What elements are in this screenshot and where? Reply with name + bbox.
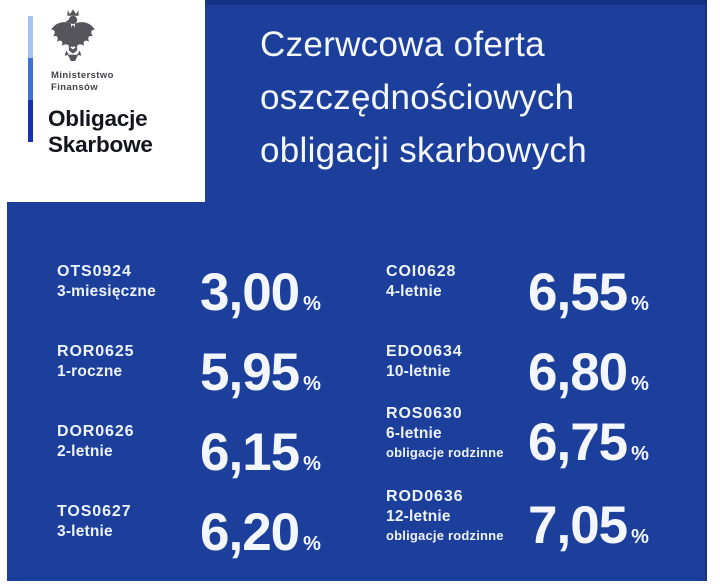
bond-rate-value: 6,80% — [528, 346, 649, 399]
percent-sign: % — [303, 453, 321, 475]
bond-code: TOS0627 — [57, 503, 132, 520]
bond-rate: 6,20 — [200, 503, 300, 562]
bond-rate: 7,05 — [528, 496, 628, 555]
bond-code: COI0628 — [386, 263, 457, 280]
percent-sign: % — [631, 293, 649, 315]
bond-code: ROD0636 — [386, 488, 464, 505]
bond-rate: 6,75 — [528, 413, 628, 472]
percent-sign: % — [631, 373, 649, 395]
bond-rate: 6,80 — [528, 343, 628, 402]
percent-sign: % — [303, 533, 321, 555]
bond-code: ROR0625 — [57, 343, 135, 360]
bond-rate-value: 6,75% — [528, 416, 649, 469]
bond-row-coi0628: COI0628 4-letnie 6,55% — [386, 262, 649, 319]
bond-row-rod0636: ROD0636 12-letnie obligacje rodzinne 7,0… — [386, 487, 649, 552]
percent-sign: % — [303, 293, 321, 315]
ministry-name: Ministerstwo Finansów — [51, 70, 114, 93]
bond-rate: 5,95 — [200, 343, 300, 402]
bond-rate-value: 6,15% — [200, 426, 321, 479]
polish-eagle-icon — [51, 9, 95, 61]
bond-term: 1-roczne — [57, 363, 123, 380]
bond-rate-value: 6,55% — [528, 266, 649, 319]
bond-rate: 3,00 — [200, 263, 300, 322]
brand-name-line2: Skarbowe — [48, 132, 153, 157]
bond-term: 3-miesięczne — [57, 283, 156, 300]
bond-term: 4-letnie — [386, 283, 442, 300]
bond-row-tos0627: TOS0627 3-letnie 6,20% — [57, 502, 321, 559]
bond-rate-value: 3,00% — [200, 266, 321, 319]
bond-row-dor0626: DOR0626 2-letnie 6,15% — [57, 422, 321, 479]
bond-term: 6-letnie — [386, 425, 442, 442]
bond-code: DOR0626 — [57, 423, 135, 440]
bond-row-ots0924: OTS0924 3-miesięczne 3,00% — [57, 262, 321, 319]
bond-note: obligacje rodzinne — [386, 445, 504, 460]
bond-term: 2-letnie — [57, 443, 113, 460]
bond-row-ros0630: ROS0630 6-letnie obligacje rodzinne 6,75… — [386, 404, 649, 469]
bond-term: 12-letnie — [386, 508, 451, 525]
page-title-line2: oszczędnościowych — [260, 78, 575, 117]
bond-code: ROS0630 — [386, 405, 463, 422]
brand-name: Obligacje Skarbowe — [48, 106, 153, 158]
accent-bar-segment-mid — [28, 58, 33, 100]
bond-code: EDO0634 — [386, 343, 463, 360]
brand-name-line1: Obligacje — [48, 106, 148, 131]
bond-rate-value: 7,05% — [528, 499, 649, 552]
logo-accent-bar — [28, 16, 33, 142]
percent-sign: % — [631, 443, 649, 465]
logo-box: Ministerstwo Finansów Obligacje Skarbowe — [0, 0, 205, 202]
accent-bar-segment-dark — [28, 100, 33, 142]
percent-sign: % — [303, 373, 321, 395]
bond-rate: 6,55 — [528, 263, 628, 322]
percent-sign: % — [631, 526, 649, 548]
page-title: Czerwcowa oferta oszczędnościowych oblig… — [260, 18, 587, 177]
bond-rate: 6,15 — [200, 423, 300, 482]
bond-code: OTS0924 — [57, 263, 132, 280]
bond-rate-value: 5,95% — [200, 346, 321, 399]
bond-row-edo0634: EDO0634 10-letnie 6,80% — [386, 342, 649, 399]
accent-bar-segment-light — [28, 16, 33, 58]
bond-note: obligacje rodzinne — [386, 528, 504, 543]
ministry-name-line1: Ministerstwo — [51, 70, 114, 81]
page-title-line3: obligacji skarbowych — [260, 131, 587, 170]
page-title-line1: Czerwcowa oferta — [260, 25, 545, 64]
bond-rate-value: 6,20% — [200, 506, 321, 559]
bond-term: 3-letnie — [57, 523, 113, 540]
ministry-name-line2: Finansów — [51, 81, 99, 93]
bond-row-ror0625: ROR0625 1-roczne 5,95% — [57, 342, 321, 399]
bond-term: 10-letnie — [386, 363, 451, 380]
